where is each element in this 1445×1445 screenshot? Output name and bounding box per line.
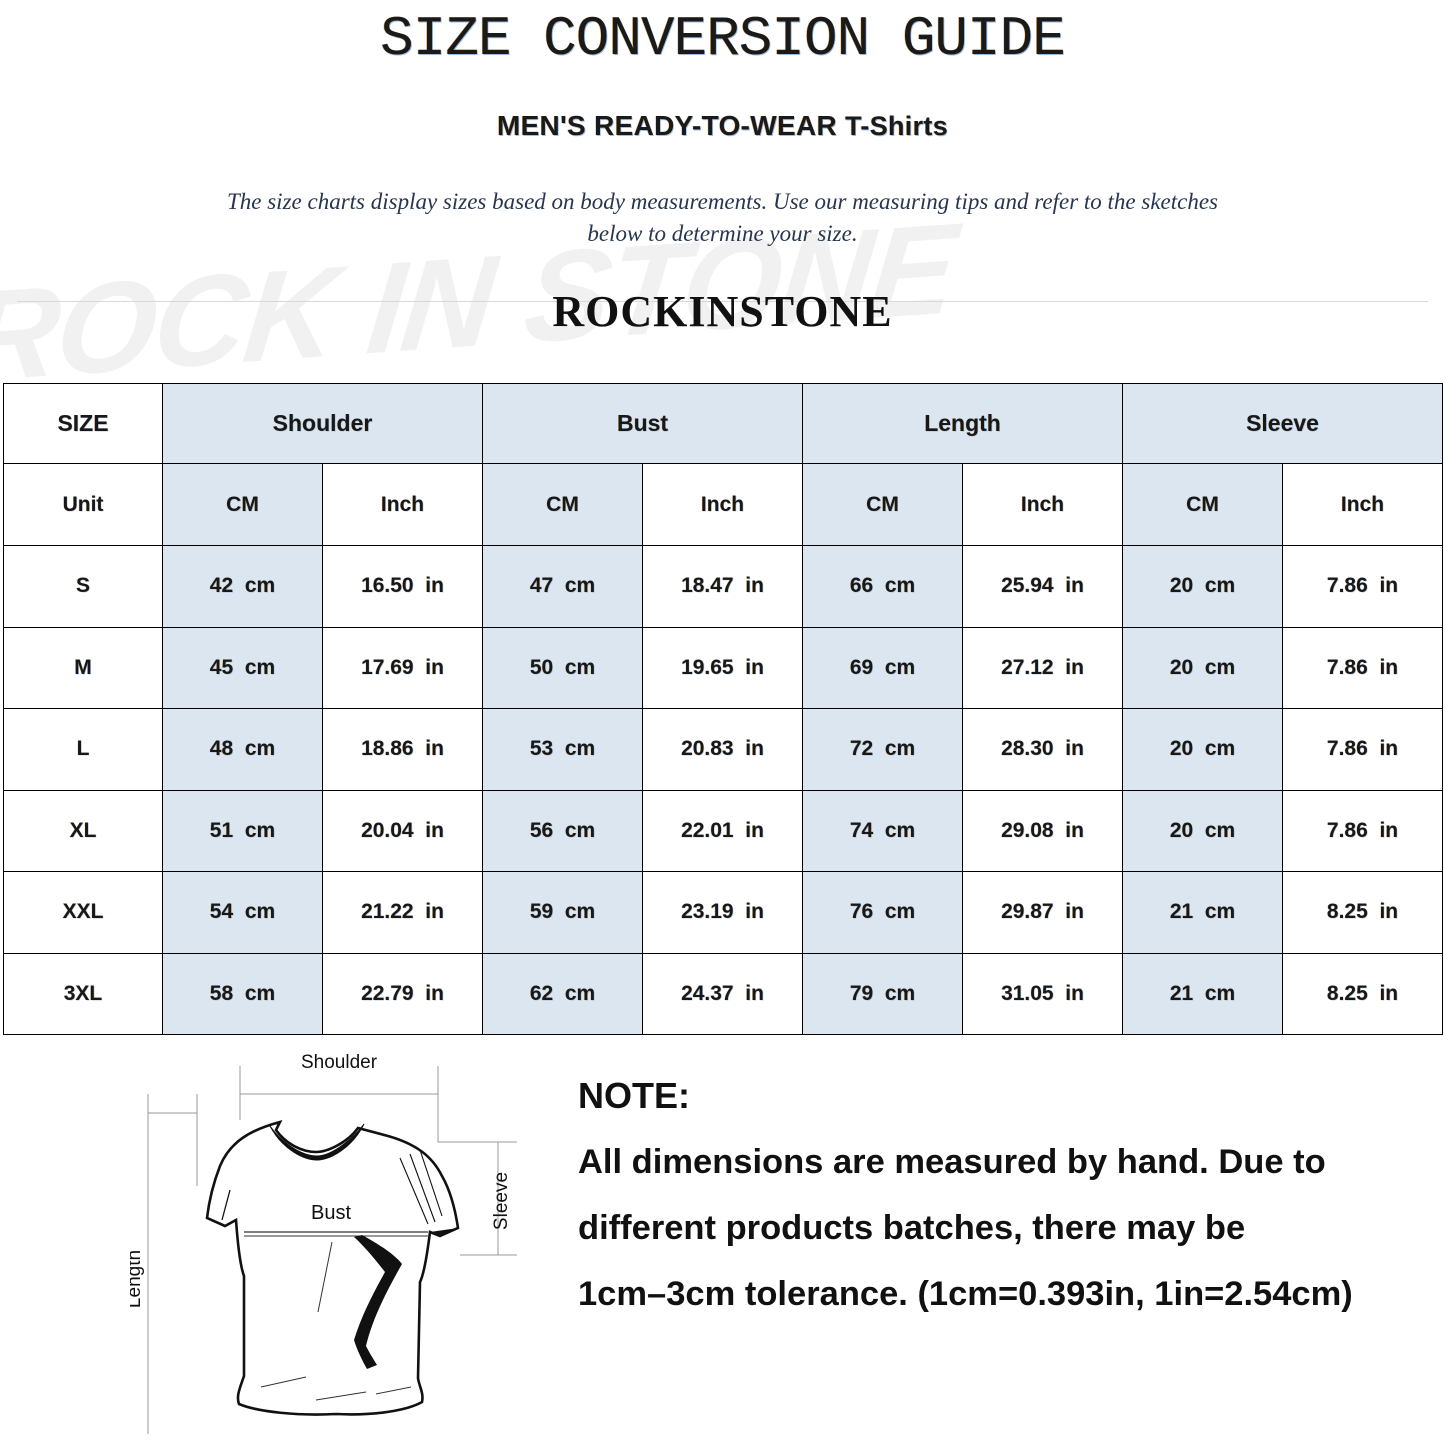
svg-text:Shoulder: Shoulder [301, 1052, 378, 1073]
svg-text:Length: Length [130, 1250, 145, 1308]
svg-text:Bust: Bust [311, 1202, 351, 1224]
svg-text:Sleeve: Sleeve [491, 1172, 512, 1230]
